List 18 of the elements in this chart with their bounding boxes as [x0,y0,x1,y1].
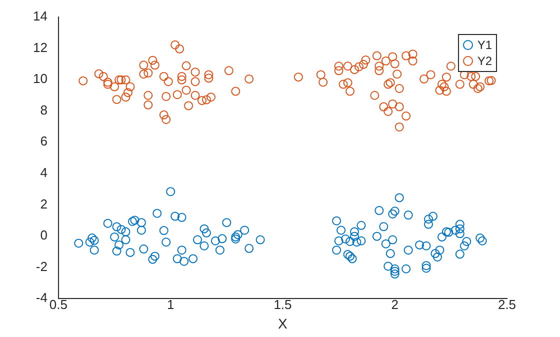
y-tick-label: 2 [40,196,48,212]
x-axis-title: X [278,315,288,332]
y-tick-label: 8 [40,102,48,118]
legend-label: Y2 [477,53,492,69]
x-tick-label: 2 [391,296,398,312]
y-tick-label: 10 [32,71,48,86]
y-tick-label: 12 [32,40,48,55]
y-tick-label: 0 [40,228,48,243]
x-tick-label: 1 [166,296,174,312]
x-tick-label: 2.5 [498,296,516,312]
y-tick-label: -2 [36,258,48,274]
y-tick-label: 4 [40,165,48,180]
x-tick-label: 1.5 [274,296,292,312]
x-tick-label: 0.5 [49,296,68,312]
y-tick-label: 6 [40,134,48,149]
legend-label: Y1 [477,37,492,53]
y-tick-label: -4 [36,290,48,306]
y-tick-label: 14 [32,8,48,24]
